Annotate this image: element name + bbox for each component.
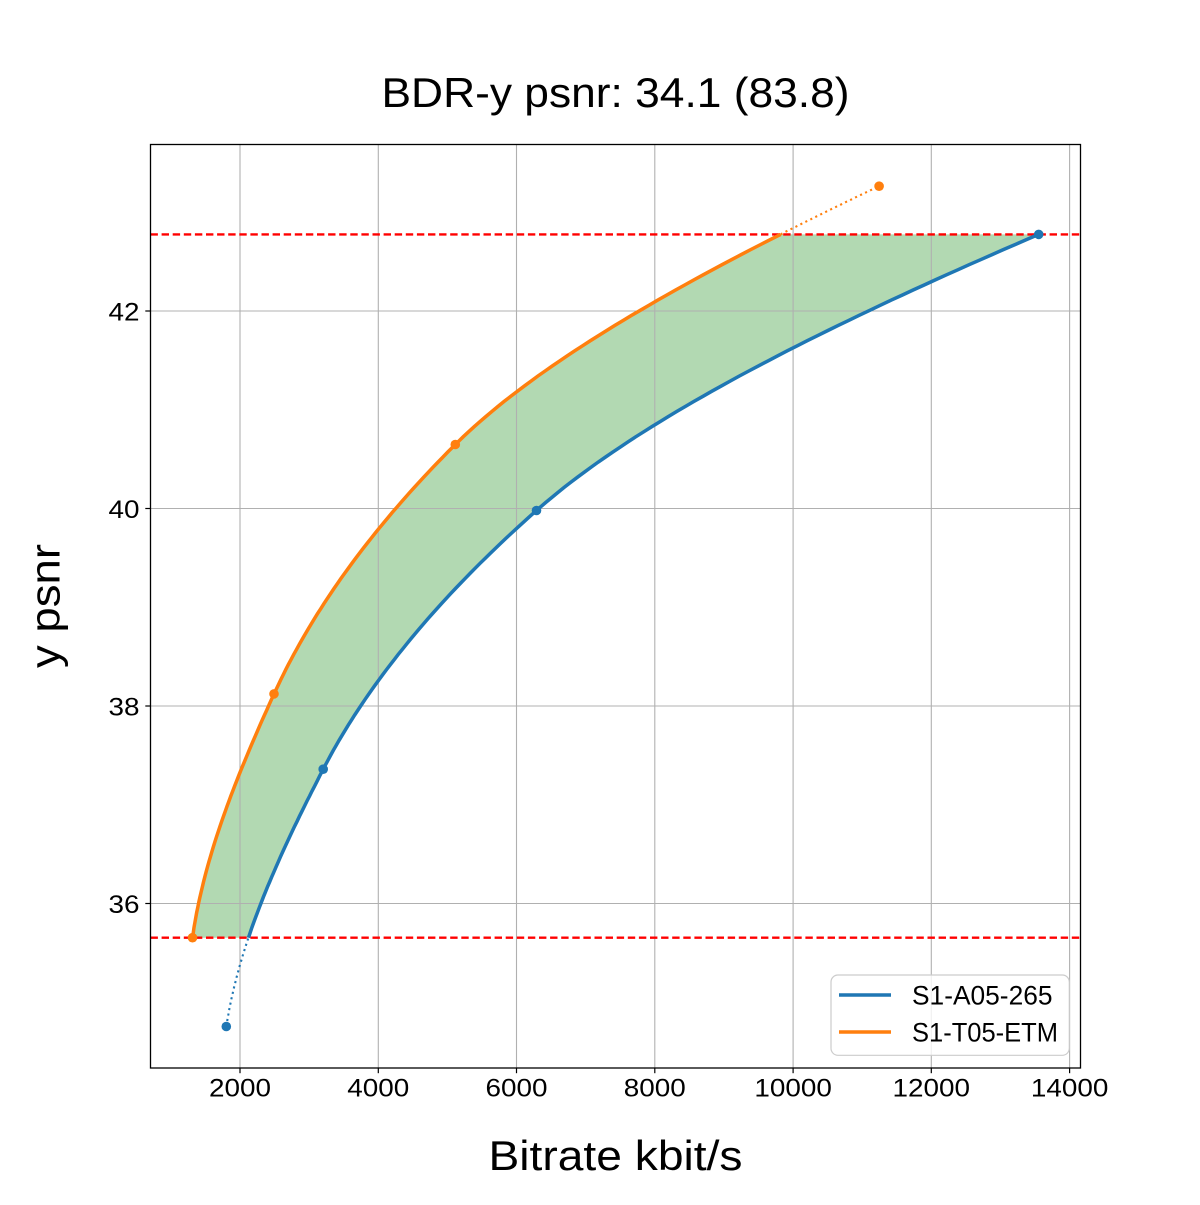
svg-text:S1-T05-ETM: S1-T05-ETM [912, 1018, 1058, 1048]
svg-text:40: 40 [109, 496, 140, 524]
svg-text:S1-A05-265: S1-A05-265 [912, 981, 1053, 1011]
svg-text:BDR-y psnr: 34.1 (83.8): BDR-y psnr: 34.1 (83.8) [382, 69, 850, 116]
svg-text:14000: 14000 [1031, 1075, 1109, 1103]
svg-text:y psnr: y psnr [22, 544, 69, 668]
svg-text:Bitrate kbit/s: Bitrate kbit/s [489, 1132, 743, 1179]
svg-text:8000: 8000 [624, 1075, 686, 1103]
svg-text:42: 42 [109, 299, 140, 327]
svg-text:36: 36 [109, 891, 140, 919]
svg-text:6000: 6000 [486, 1075, 548, 1103]
svg-text:4000: 4000 [347, 1075, 409, 1103]
svg-text:2000: 2000 [209, 1075, 271, 1103]
svg-text:10000: 10000 [754, 1075, 832, 1103]
svg-text:38: 38 [109, 694, 140, 722]
svg-text:12000: 12000 [893, 1075, 971, 1103]
